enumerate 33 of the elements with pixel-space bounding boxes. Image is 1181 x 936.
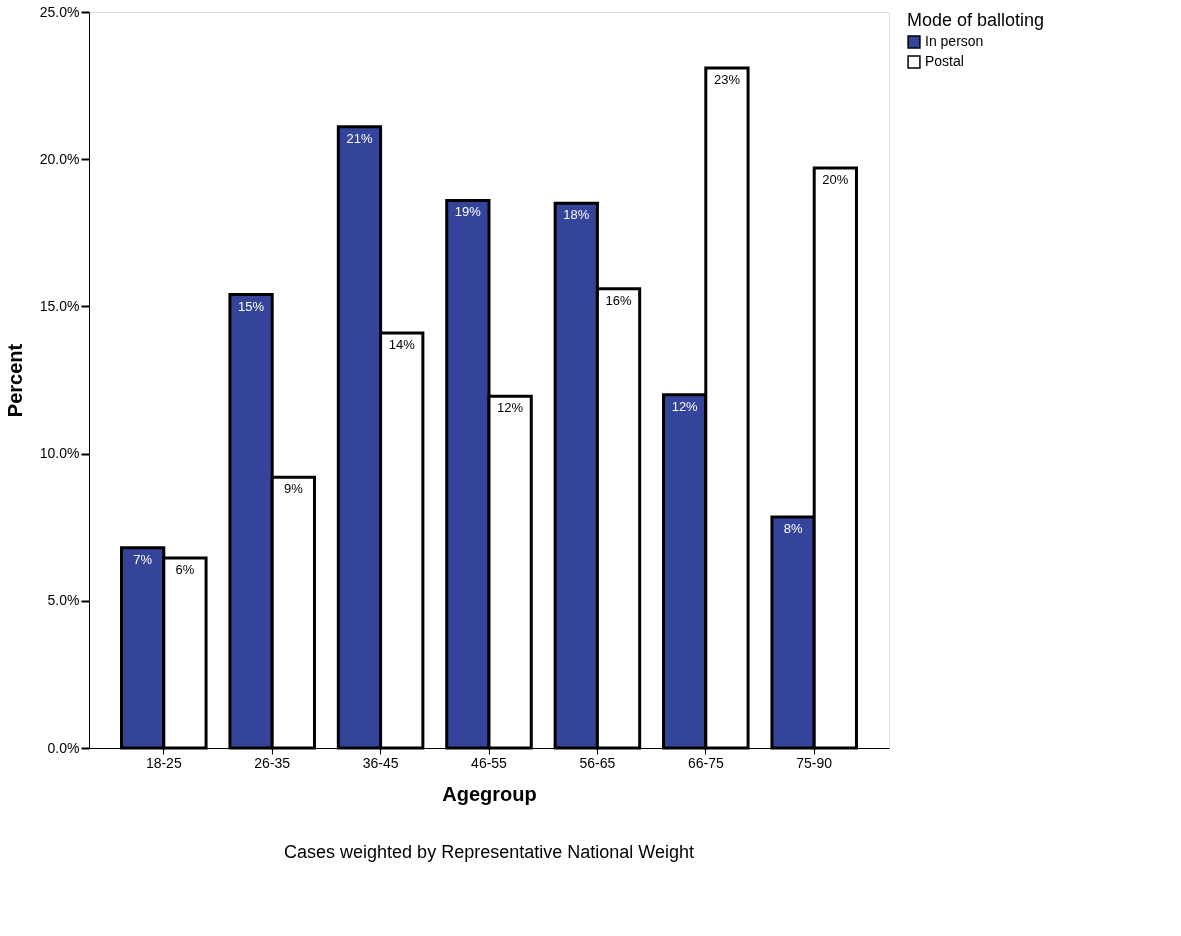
legend-label: In person <box>925 33 984 49</box>
y-tick-label: 25.0% <box>39 3 80 20</box>
data-label: 19% <box>454 204 482 220</box>
x-tick-label: 75-90 <box>796 754 833 771</box>
data-label: 23% <box>713 71 741 87</box>
x-tick-label: 36-45 <box>362 754 399 771</box>
x-tick-label: 56-65 <box>579 754 616 771</box>
x-axis-title: Agegroup <box>442 782 537 805</box>
y-tick-label: 20.0% <box>39 150 80 167</box>
y-axis-title: Percent <box>3 343 26 418</box>
x-tick-label: 18-25 <box>145 754 182 771</box>
data-label: 16% <box>605 292 632 308</box>
y-tick-label: 0.0% <box>47 739 80 756</box>
data-label: 7% <box>133 551 153 567</box>
data-label: 15% <box>238 298 265 314</box>
data-label: 20% <box>822 172 849 188</box>
y-tick-label: 5.0% <box>47 592 80 609</box>
x-tick-label: 46-55 <box>471 754 508 771</box>
data-label: 6% <box>175 562 195 578</box>
data-label: 18% <box>563 207 590 223</box>
data-label: 14% <box>388 336 416 352</box>
data-label: 12% <box>671 398 699 414</box>
x-tick-label: 26-35 <box>254 754 291 771</box>
data-label: 21% <box>346 130 373 146</box>
y-tick-label: 10.0% <box>39 445 80 462</box>
legend-title: Mode of balloting <box>907 10 1045 30</box>
legend-label: Postal <box>925 53 964 69</box>
y-tick-label: 15.0% <box>39 297 80 314</box>
x-tick-label: 66-75 <box>687 754 724 771</box>
data-label: 9% <box>283 481 304 497</box>
text: Cases weighted by Representative National Weight <box>284 842 694 862</box>
data-label: 8% <box>783 520 803 536</box>
data-label: 12% <box>497 400 524 416</box>
